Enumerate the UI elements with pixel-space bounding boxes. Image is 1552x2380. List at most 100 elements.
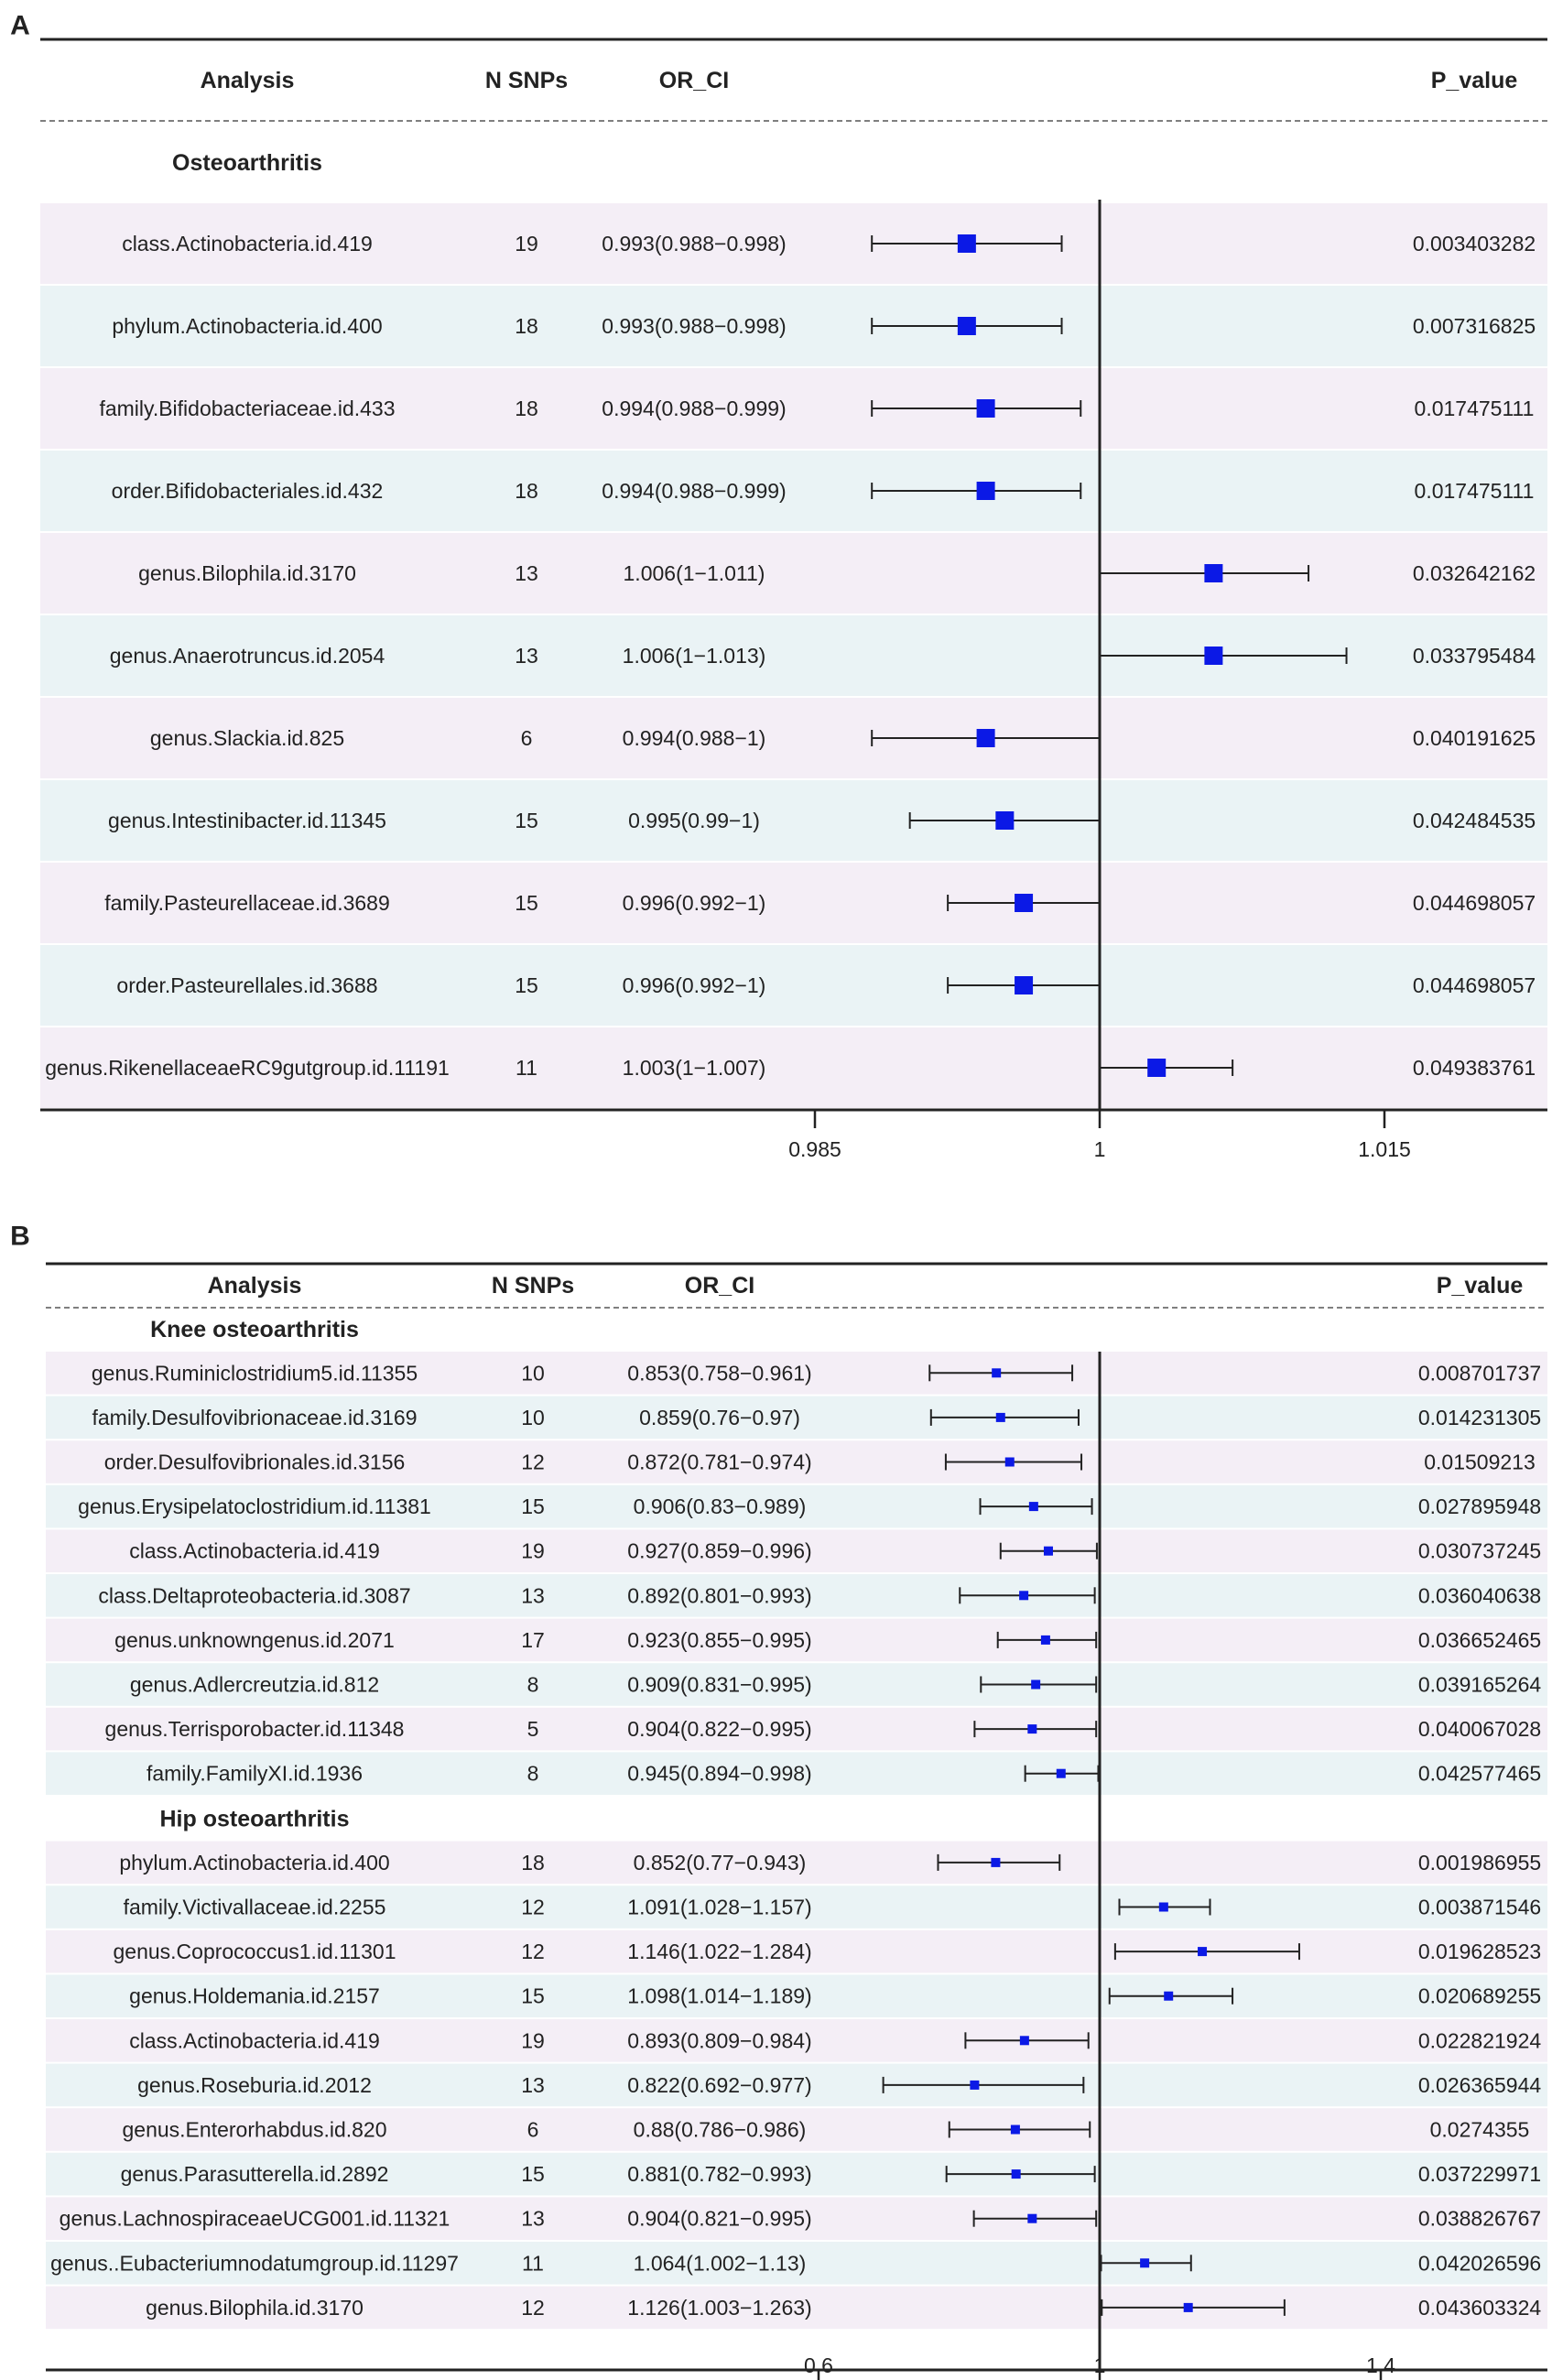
cell-pvalue: 0.044698057 [1413, 891, 1536, 915]
column-header-nsnps: N SNPs [485, 68, 568, 93]
or-marker [995, 811, 1015, 830]
cell-pvalue: 0.019628523 [1418, 1940, 1541, 1963]
cell-nsnps: 18 [515, 397, 538, 420]
x-tick-label: 0.985 [788, 1137, 841, 1161]
cell-or-ci: 0.892(0.801−0.993) [627, 1583, 811, 1607]
cell-pvalue: 0.042026596 [1418, 2251, 1541, 2275]
cell-analysis: genus.Parasutterella.id.2892 [121, 2162, 389, 2186]
cell-nsnps: 5 [527, 1717, 539, 1741]
cell-nsnps: 15 [515, 809, 538, 832]
group-title: Knee osteoarthritis [150, 1317, 359, 1342]
cell-nsnps: 18 [515, 314, 538, 338]
row-band [40, 368, 1547, 449]
cell-analysis: class.Deltaproteobacteria.id.3087 [98, 1583, 410, 1607]
cell-pvalue: 0.001986955 [1418, 1851, 1541, 1875]
cell-analysis: genus.Intestinibacter.id.11345 [108, 809, 386, 832]
or-marker [1198, 1947, 1208, 1957]
or-marker [957, 234, 976, 253]
cell-analysis: genus.LachnospiraceaeUCG001.id.11321 [60, 2207, 450, 2231]
row-band [46, 1618, 1547, 1662]
forest-panel-a: A Analysis N SNPs OR_CI P_value Osteoarthriti… [10, 11, 1547, 1161]
or-marker [1164, 1991, 1174, 2001]
cell-nsnps: 12 [521, 1940, 545, 1963]
cell-analysis: genus.Ruminiclostridium5.id.11355 [92, 1361, 418, 1385]
cell-analysis: genus.Erysipelatoclostridium.id.11381 [78, 1494, 431, 1518]
cell-analysis: genus.Enterorhabdus.id.820 [123, 2118, 387, 2142]
or-marker [1028, 1502, 1038, 1512]
cell-pvalue: 0.032642162 [1413, 561, 1536, 585]
cell-or-ci: 0.996(0.992−1) [623, 891, 766, 915]
cell-analysis: family.Desulfovibrionaceae.id.3169 [92, 1406, 418, 1429]
cell-pvalue: 0.008701737 [1418, 1361, 1541, 1385]
cell-analysis: genus.Adlercreutzia.id.812 [130, 1673, 379, 1697]
or-marker [1019, 2036, 1029, 2046]
cell-nsnps: 15 [515, 973, 538, 997]
cell-or-ci: 0.993(0.988−0.998) [602, 232, 786, 255]
cell-analysis: genus.Slackia.id.825 [150, 726, 344, 750]
column-header-pvalue: P_value [1431, 68, 1518, 93]
cell-pvalue: 0.007316825 [1413, 314, 1536, 338]
cell-nsnps: 11 [516, 1056, 537, 1080]
cell-pvalue: 0.0274355 [1430, 2118, 1530, 2142]
cell-or-ci: 0.904(0.822−0.995) [627, 1717, 811, 1741]
column-header-pvalue: P_value [1437, 1273, 1524, 1299]
cell-pvalue: 0.042484535 [1413, 809, 1536, 832]
cell-analysis: genus.RikenellaceaeRC9gutgroup.id.11191 [45, 1056, 450, 1080]
cell-nsnps: 8 [527, 1673, 539, 1697]
or-marker [1019, 1591, 1029, 1601]
panel-letter: B [10, 1222, 30, 1252]
group-title: Osteoarthritis [172, 150, 322, 176]
or-marker [1204, 647, 1223, 665]
column-header-orci: OR_CI [685, 1273, 754, 1299]
cell-pvalue: 0.027895948 [1418, 1494, 1541, 1518]
cell-analysis: genus.unknowngenus.id.2071 [114, 1628, 395, 1652]
cell-or-ci: 0.881(0.782−0.993) [627, 2162, 811, 2186]
cell-analysis: genus.Bilophila.id.3170 [138, 561, 356, 585]
cell-nsnps: 15 [521, 2162, 545, 2186]
row-band [46, 2152, 1547, 2196]
or-marker [1027, 2213, 1037, 2223]
cell-or-ci: 0.853(0.758−0.961) [627, 1361, 811, 1385]
panel-letter: A [10, 11, 30, 41]
cell-pvalue: 0.017475111 [1415, 479, 1535, 503]
column-header-analysis: Analysis [208, 1273, 302, 1299]
or-marker [991, 1857, 1001, 1867]
or-marker [1043, 1546, 1053, 1556]
cell-nsnps: 18 [515, 479, 538, 503]
row-band [40, 203, 1547, 284]
cell-pvalue: 0.042577465 [1418, 1762, 1541, 1786]
cell-or-ci: 0.859(0.76−0.97) [639, 1406, 800, 1429]
cell-analysis: genus.Terrisporobacter.id.11348 [105, 1717, 405, 1741]
or-marker [992, 1368, 1002, 1378]
column-header-analysis: Analysis [201, 68, 295, 93]
cell-or-ci: 1.091(1.028−1.157) [627, 1896, 811, 1919]
cell-nsnps: 15 [521, 1494, 545, 1518]
or-marker [1010, 2125, 1020, 2135]
cell-nsnps: 19 [521, 2028, 545, 2052]
cell-pvalue: 0.017475111 [1415, 397, 1535, 420]
cell-nsnps: 17 [521, 1628, 545, 1652]
or-marker [1031, 1679, 1041, 1690]
cell-or-ci: 0.927(0.859−0.996) [627, 1539, 811, 1563]
row-band [40, 1027, 1547, 1108]
cell-or-ci: 1.006(1−1.013) [623, 644, 766, 668]
row-band [46, 1841, 1547, 1885]
cell-or-ci: 0.893(0.809−0.984) [627, 2028, 811, 2052]
column-header-nsnps: N SNPs [492, 1273, 574, 1299]
cell-or-ci: 0.904(0.821−0.995) [627, 2207, 811, 2231]
row-band [46, 1574, 1547, 1617]
cell-or-ci: 0.872(0.781−0.974) [627, 1451, 811, 1474]
cell-pvalue: 0.003403282 [1413, 232, 1536, 255]
forest-panel-b: B Analysis N SNPs OR_CI P_value Knee osteoart… [10, 1222, 1547, 2380]
row-band [46, 1396, 1547, 1440]
cell-or-ci: 1.064(1.002−1.13) [634, 2251, 807, 2275]
cell-pvalue: 0.020689255 [1418, 1984, 1541, 2008]
cell-pvalue: 0.026365944 [1418, 2073, 1542, 2097]
row-band [46, 1484, 1547, 1528]
row-band [46, 1886, 1547, 1929]
row-band [46, 2019, 1547, 2062]
cell-analysis: class.Actinobacteria.id.419 [122, 232, 373, 255]
cell-analysis: family.Victivallaceae.id.2255 [124, 1896, 386, 1919]
cell-nsnps: 13 [521, 1583, 545, 1607]
